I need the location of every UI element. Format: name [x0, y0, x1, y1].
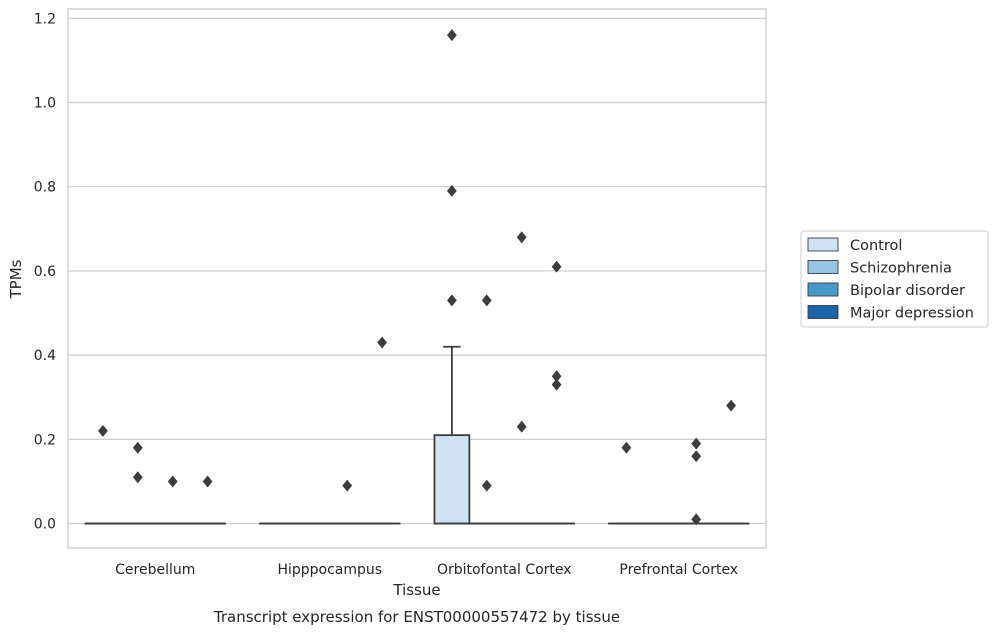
- outlier-point: [447, 29, 457, 42]
- y-tick-label: 0.2: [34, 432, 56, 448]
- y-tick-label: 0.8: [34, 180, 56, 196]
- outlier-point: [481, 294, 492, 307]
- outlier-point: [691, 513, 702, 526]
- chart-caption: Transcript expression for ENST0000055747…: [213, 608, 620, 626]
- box-orbitofontal-cortex-control: [433, 345, 471, 525]
- y-tick-label: 0.4: [34, 348, 56, 364]
- y-axis-ticks: 0.0 0.2 0.4 0.6 0.8 1.0 1.2: [34, 11, 56, 532]
- outliers: [98, 29, 736, 526]
- y-tick-label: 0.6: [34, 264, 56, 280]
- x-axis-ticks: Cerebellum Hipppocampus Orbitofontal Corte…: [115, 562, 738, 578]
- legend-swatch: [807, 260, 839, 274]
- box-body: [433, 434, 471, 525]
- outlier-point: [342, 479, 353, 492]
- x-tick-label: Cerebellum: [115, 562, 195, 578]
- legend-label: Control: [850, 238, 902, 254]
- y-axis-label: TPMs: [7, 259, 25, 299]
- outlier-point: [551, 378, 562, 391]
- boxes: [84, 345, 750, 525]
- outlier-point: [691, 450, 702, 463]
- outlier-point: [726, 399, 736, 412]
- legend-swatch: [807, 237, 839, 252]
- plot-border: [67, 8, 767, 549]
- legend-label: Bipolar disorder: [850, 283, 965, 299]
- legend-label: Major depression: [850, 306, 974, 322]
- outlier-point: [167, 475, 178, 488]
- legend-frame: [800, 230, 989, 328]
- outlier-point: [132, 441, 143, 454]
- y-tick-label: 1.0: [34, 95, 56, 111]
- outlier-point: [516, 420, 527, 433]
- outlier-point: [447, 184, 457, 197]
- outlier-point: [202, 475, 213, 488]
- outlier-point: [691, 437, 702, 450]
- grid-lines: [68, 17, 766, 525]
- plot-frame: [67, 8, 767, 549]
- legend: Control Schizophrenia Bipolar disorder Majo…: [800, 230, 989, 328]
- legend-swatch: [807, 282, 839, 297]
- outlier-point: [132, 471, 143, 484]
- outlier-point: [481, 479, 492, 492]
- outlier-point: [377, 336, 387, 349]
- x-tick-label: Orbitofontal Cortex: [437, 562, 572, 578]
- x-tick-label: Prefrontal Cortex: [619, 562, 738, 578]
- outlier-point: [447, 294, 457, 307]
- outlier-point: [551, 260, 562, 273]
- legend-swatch: [807, 305, 839, 319]
- legend-label: Schizophrenia: [850, 261, 952, 277]
- outlier-point: [98, 424, 108, 437]
- outlier-point: [621, 441, 632, 454]
- x-axis-label: Tissue: [392, 581, 440, 599]
- y-tick-label: 0.0: [34, 517, 56, 533]
- y-tick-label: 1.2: [34, 11, 56, 27]
- outlier-point: [516, 231, 527, 244]
- x-tick-label: Hipppocampus: [277, 562, 382, 578]
